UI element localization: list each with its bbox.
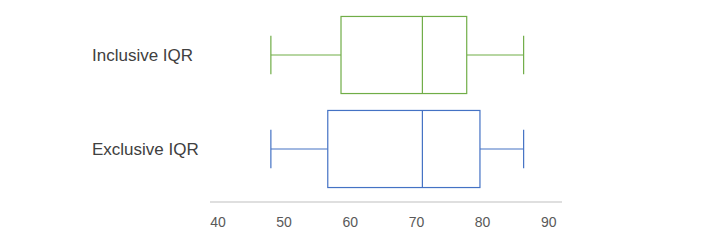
x-tick-label: 40: [210, 214, 226, 230]
median-line: [422, 110, 423, 187]
x-tick-label: 80: [475, 214, 491, 230]
whisker-low: [271, 54, 341, 55]
iqr-box: [341, 16, 467, 93]
whisker-cap-min: [270, 130, 271, 169]
iqr-box: [328, 110, 480, 187]
whisker-cap-max: [523, 130, 524, 169]
whisker-high: [480, 148, 524, 149]
category-label: Exclusive IQR: [92, 140, 199, 159]
whisker-low: [271, 148, 328, 149]
x-tick-label: 90: [541, 214, 557, 230]
median-line: [422, 16, 423, 93]
x-tick-label: 70: [409, 214, 425, 230]
whisker-cap-max: [523, 36, 524, 75]
category-label: Inclusive IQR: [92, 46, 193, 65]
whisker-cap-min: [270, 36, 271, 75]
x-tick-label: 50: [276, 214, 292, 230]
boxes: [271, 16, 524, 187]
whisker-high: [467, 54, 524, 55]
x-axis-line: [210, 202, 562, 203]
x-tick-label: 60: [342, 214, 358, 230]
chart: 40 50 60 70 80 90 Inclusive IQR Exclusive IQR: [0, 0, 720, 238]
